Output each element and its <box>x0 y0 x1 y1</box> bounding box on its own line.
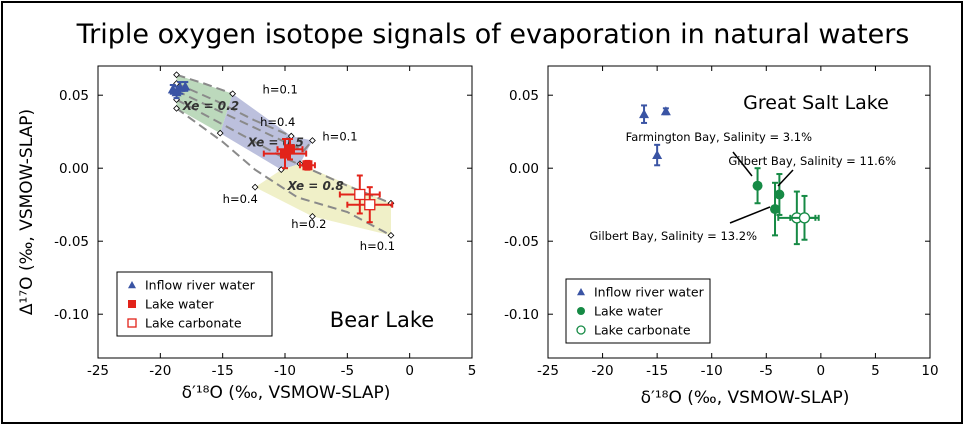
humidity-label: h=0.4 <box>223 192 258 206</box>
x-tick-label: 10 <box>921 363 938 379</box>
legend-label: Inflow river water <box>594 285 705 300</box>
data-point <box>770 204 781 215</box>
band-label: Xe = 0.5 <box>247 135 304 149</box>
y-tick-label: 0.00 <box>59 161 89 177</box>
data-point <box>752 180 763 191</box>
evaporation-curve-2 <box>176 89 314 152</box>
legend-marker <box>127 318 137 328</box>
data-point <box>639 109 650 119</box>
evaporation-curve-4 <box>175 107 392 237</box>
curve-vertex-5 <box>229 90 237 98</box>
curve-vertex-14 <box>387 231 395 239</box>
x-tick-label: 5 <box>871 363 880 379</box>
evaporation-curve-1 <box>176 82 292 138</box>
legend-marker <box>577 288 585 296</box>
y-tick-label: 0.00 <box>509 161 539 177</box>
data-point <box>302 160 313 171</box>
annotation-leader <box>732 151 753 177</box>
x-tick-label: -10 <box>701 363 723 379</box>
legend-label: Lake carbonate <box>594 323 691 338</box>
series-inflow-river-water <box>639 104 671 167</box>
x-tick-label: 5 <box>468 363 477 379</box>
series-inflow-river-water <box>167 81 191 100</box>
x-axis-title: δ′¹⁸O (‰, VSMOW-SLAP) <box>641 388 850 408</box>
humidity-label: h=0.2 <box>291 217 326 231</box>
x-tick-label: -25 <box>537 363 559 379</box>
curve-vertex-0 <box>173 71 180 79</box>
curve-vertex-12 <box>309 212 316 220</box>
data-point <box>774 189 785 200</box>
band-label: Xe = 0.8 <box>286 179 343 193</box>
great-salt-lake-panel: -25 -20 -15 -10 -5 0 5 10 0.05 0.00 -0.05 -0.10 δ′¹⁸… <box>504 65 939 408</box>
legend-label: Lake water <box>594 304 664 319</box>
legend: Inflow river water Lake water Lake carbona… <box>565 278 711 344</box>
y-tick-label: 0.05 <box>59 88 89 104</box>
data-point <box>284 144 295 155</box>
x-tick-label: -25 <box>87 363 109 379</box>
curve-vertex-11 <box>251 183 259 191</box>
plot-frame <box>547 65 931 359</box>
legend-box <box>116 271 273 337</box>
data-point <box>180 81 191 91</box>
y-tick-label: -0.10 <box>504 307 539 323</box>
legend-box <box>565 278 711 344</box>
panel-title: Bear Lake <box>330 308 434 332</box>
annotation-leader <box>777 169 794 187</box>
data-point <box>354 188 366 201</box>
series-lake-carbonate <box>777 190 820 246</box>
data-point <box>798 212 811 224</box>
curve-vertex-6 <box>287 132 295 140</box>
evaporation-curve-0 <box>176 73 233 95</box>
legend-label: Lake carbonate <box>145 316 242 331</box>
x-tick-label: -10 <box>274 363 296 379</box>
data-point <box>660 106 671 116</box>
humidity-label: h=0.1 <box>322 129 357 143</box>
y-tick-label: -0.05 <box>504 234 539 250</box>
band-label: Xe = 0.2 <box>182 99 239 113</box>
curve-vertex-7 <box>309 137 316 144</box>
legend: Inflow river water Lake water Lake carbona… <box>116 271 273 337</box>
x-tick-label: 0 <box>817 363 826 379</box>
curve-vertex-8 <box>216 129 224 137</box>
legend-marker <box>577 307 585 315</box>
y-tick-label: -0.10 <box>54 307 89 323</box>
legend-marker <box>576 325 586 335</box>
figure-title: Triple oxygen isotope signals of evapora… <box>76 19 910 50</box>
x-tick-label: -20 <box>592 363 614 379</box>
x-tick-label: -5 <box>760 363 773 379</box>
humidity-label: h=0.4 <box>260 115 295 129</box>
annotation-leader <box>729 206 771 224</box>
legend-marker <box>128 300 136 308</box>
curve-vertex-4 <box>173 104 180 112</box>
y-tick-label: 0.05 <box>509 88 539 104</box>
humidity-label: h=0.1 <box>263 83 298 97</box>
series-lake-water <box>262 138 316 171</box>
legend-label: Inflow river water <box>145 278 256 293</box>
annotation-label: Farmington Bay, Salinity = 3.1% <box>626 130 812 144</box>
x-tick-label: -15 <box>646 363 668 379</box>
y-axis-title: Δ¹⁷O (‰, VSMOW-SLAP) <box>17 109 37 315</box>
x-tick-label: -15 <box>212 363 234 379</box>
x-axis-title: δ′¹⁸O (‰, VSMOW-SLAP) <box>182 383 391 403</box>
annotation-label: Gilbert Bay, Salinity = 13.2% <box>589 229 757 243</box>
series-lake-carbonate <box>338 174 394 224</box>
legend-marker <box>128 281 136 289</box>
bear-lake-panel: Xe = 0.2 Xe = 0.5 Xe = 0.8 h=0.1 h=0.4 h=0.1 h… <box>17 65 477 403</box>
x-tick-label: -20 <box>149 363 171 379</box>
annotation-label: Gilbert Bay, Salinity = 11.6% <box>728 154 896 168</box>
x-tick-label: 0 <box>405 363 414 379</box>
x-tick-label: -5 <box>341 363 354 379</box>
data-point <box>171 87 182 97</box>
humidity-label: h=0.1 <box>360 239 395 253</box>
legend-label: Lake water <box>145 297 215 312</box>
series-lake-water <box>752 167 785 237</box>
panel-title: Great Salt Lake <box>743 92 889 114</box>
data-point <box>652 150 663 160</box>
data-point <box>364 199 376 211</box>
y-tick-label: -0.05 <box>54 234 89 250</box>
